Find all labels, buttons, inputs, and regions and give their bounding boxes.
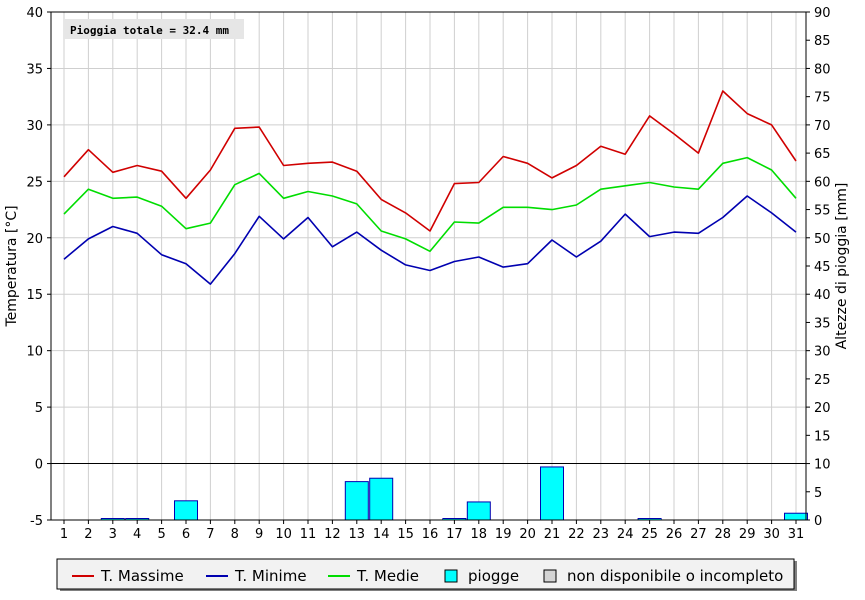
legend-box [56,558,795,590]
legend-label-piogge: piogge [468,567,519,585]
series-line-t-massime [63,90,797,232]
rain-bar [466,501,491,521]
right-tick-label: 90 [814,6,831,21]
rain-bar [784,512,808,521]
legend-label-unavailable: non disponibile o incompleto [567,567,783,585]
series-line-t-minime [63,195,797,285]
right-tick-label: 40 [814,288,831,303]
left-tick-label: 10 [26,345,43,360]
x-tick-label: 12 [324,527,341,542]
right-tick-label: 35 [814,316,831,331]
right-tick-label: 50 [814,232,831,247]
legend: T. Massime T. Minime T. Medie piogge non… [56,558,797,591]
left-tick-label: 5 [35,401,43,416]
right-tick-label: 20 [814,401,831,416]
x-tick-label: 13 [349,527,366,542]
legend-label-minime: T. Minime [234,567,307,585]
axis-ticks: -505101520253035400510152025303540455055… [26,6,830,542]
left-tick-label: 15 [26,288,43,303]
x-tick-label: 31 [788,527,805,542]
x-tick-label: 16 [422,527,439,542]
legend-swatch-unavailable [543,569,557,583]
right-tick-label: 5 [814,486,822,501]
right-tick-label: 10 [814,458,831,473]
left-tick-label: 40 [26,6,43,21]
x-tick-label: 20 [519,527,536,542]
x-tick-label: 15 [397,527,414,542]
left-tick-label: 30 [26,119,43,134]
x-tick-label: 8 [231,527,239,542]
annotation-box [64,19,244,39]
legend-label-medie: T. Medie [356,567,419,585]
x-tick-label: 3 [109,527,117,542]
left-tick-label: 35 [26,62,43,77]
right-tick-label: 85 [814,34,831,49]
x-tick-label: 7 [206,527,214,542]
x-tick-label: 4 [133,527,141,542]
legend-label-massime: T. Massime [100,567,184,585]
rain-bars [100,466,808,521]
left-axis-title: Temperatura [°C] [4,205,20,327]
x-tick-label: 5 [157,527,165,542]
right-tick-label: 0 [814,514,822,529]
right-tick-label: 15 [814,429,831,444]
right-tick-label: 45 [814,260,831,275]
x-tick-label: 30 [763,527,780,542]
legend-swatch-piogge [444,569,458,583]
rain-bar [174,500,198,521]
x-tick-label: 2 [84,527,92,542]
x-tick-label: 24 [617,527,634,542]
right-tick-label: 65 [814,147,831,162]
rain-total-annotation: Pioggia totale = 32.4 mm [70,24,229,37]
left-tick-label: 20 [26,232,43,247]
x-tick-label: 25 [641,527,658,542]
right-tick-label: 75 [814,91,831,106]
right-tick-label: 60 [814,175,831,190]
x-tick-label: 14 [373,527,390,542]
x-tick-label: 28 [715,527,732,542]
x-tick-label: 21 [544,527,561,542]
right-tick-label: 25 [814,373,831,388]
x-tick-label: 6 [182,527,190,542]
series-line-t-medie [63,156,797,253]
x-tick-label: 11 [300,527,317,542]
x-tick-label: 18 [471,527,488,542]
right-tick-label: 80 [814,62,831,77]
right-tick-label: 30 [814,345,831,360]
rain-bar [540,466,564,521]
left-tick-label: 0 [35,458,43,473]
x-tick-label: 19 [495,527,512,542]
left-tick-label: 25 [26,175,43,190]
temperature-lines [63,90,797,285]
x-tick-label: 26 [666,527,683,542]
x-tick-label: 10 [275,527,292,542]
x-tick-label: 23 [593,527,610,542]
x-tick-label: 29 [739,527,756,542]
x-tick-label: 22 [568,527,585,542]
rain-bar [369,477,394,521]
x-tick-label: 17 [446,527,463,542]
right-axis-title: Altezze di pioggia [mm] [834,183,850,350]
right-tick-label: 55 [814,204,831,219]
left-tick-label: -5 [30,514,43,529]
x-tick-label: 1 [60,527,68,542]
x-tick-label: 27 [690,527,707,542]
rain-bar [344,481,369,521]
right-tick-label: 70 [814,119,831,134]
x-tick-label: 9 [255,527,263,542]
